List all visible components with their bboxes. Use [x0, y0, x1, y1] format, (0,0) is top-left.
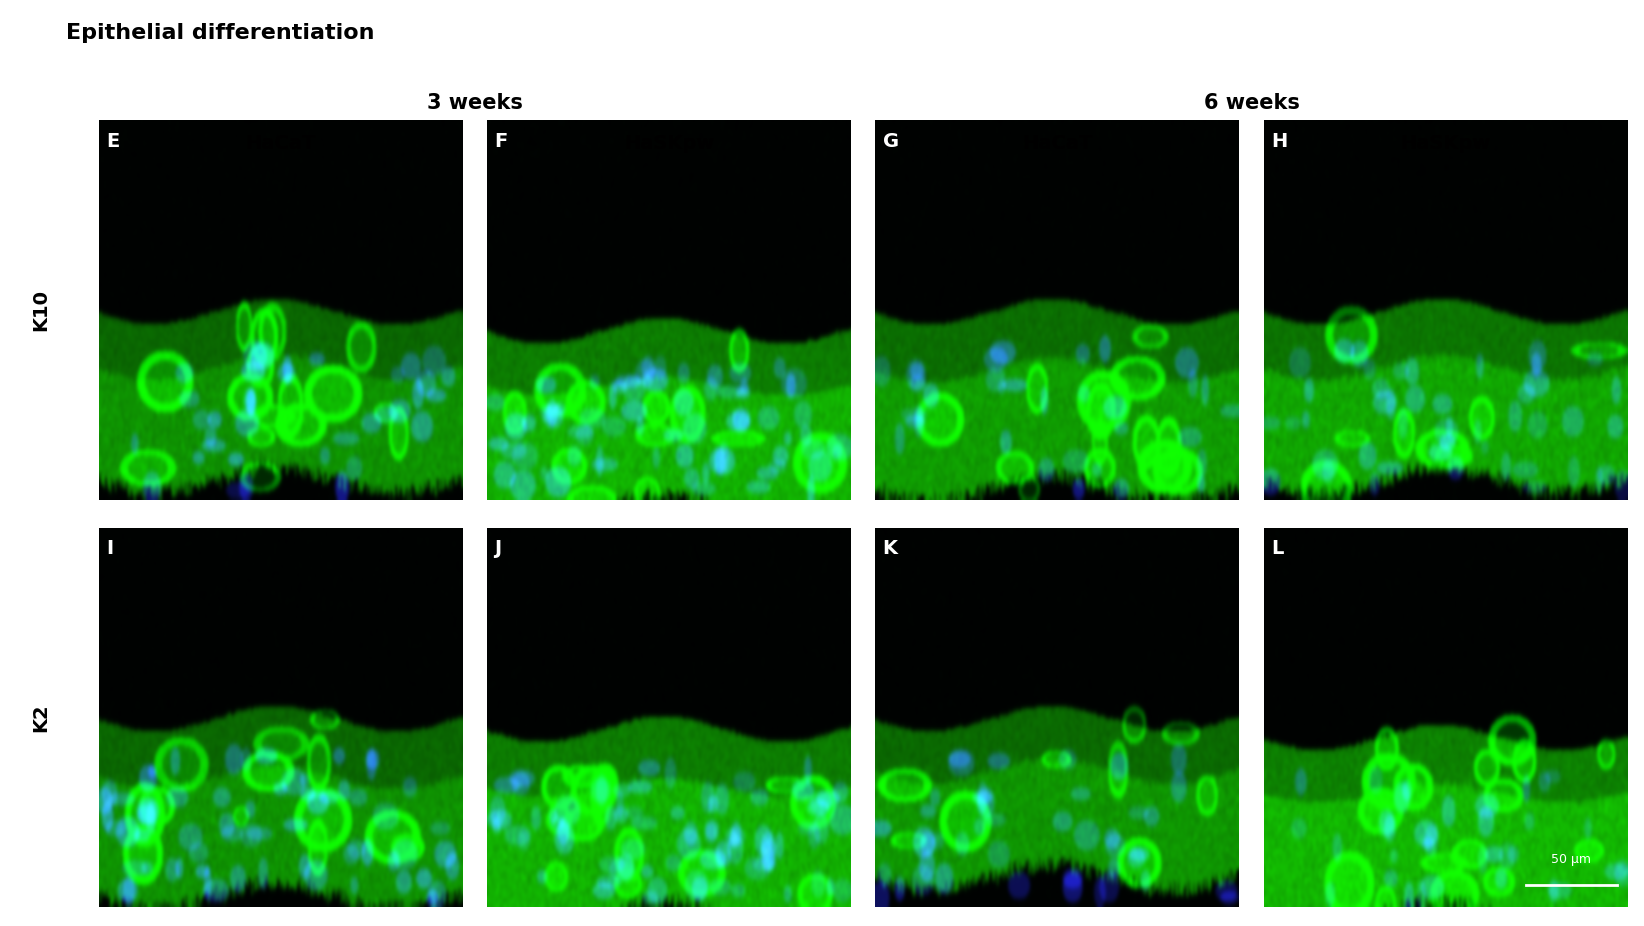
Text: HaCaT: HaCaT	[245, 134, 316, 154]
Text: J: J	[495, 539, 501, 558]
Text: K2: K2	[31, 704, 51, 732]
Text: 6 weeks: 6 weeks	[1203, 93, 1299, 113]
Text: 3 weeks: 3 weeks	[427, 93, 523, 113]
Text: 50 μm: 50 μm	[1552, 853, 1591, 866]
Text: G: G	[883, 131, 899, 151]
Text: HaCaT: HaCaT	[1023, 134, 1092, 154]
Text: HaSKpw: HaSKpw	[623, 134, 713, 154]
Text: F: F	[495, 131, 508, 151]
Text: E: E	[105, 131, 118, 151]
Text: K: K	[883, 539, 898, 558]
Text: L: L	[1271, 539, 1284, 558]
Text: K10: K10	[31, 289, 51, 332]
Text: I: I	[105, 539, 113, 558]
Text: Epithelial differentiation: Epithelial differentiation	[66, 23, 375, 44]
Text: H: H	[1271, 131, 1287, 151]
Text: HaSKpw: HaSKpw	[1401, 134, 1491, 154]
